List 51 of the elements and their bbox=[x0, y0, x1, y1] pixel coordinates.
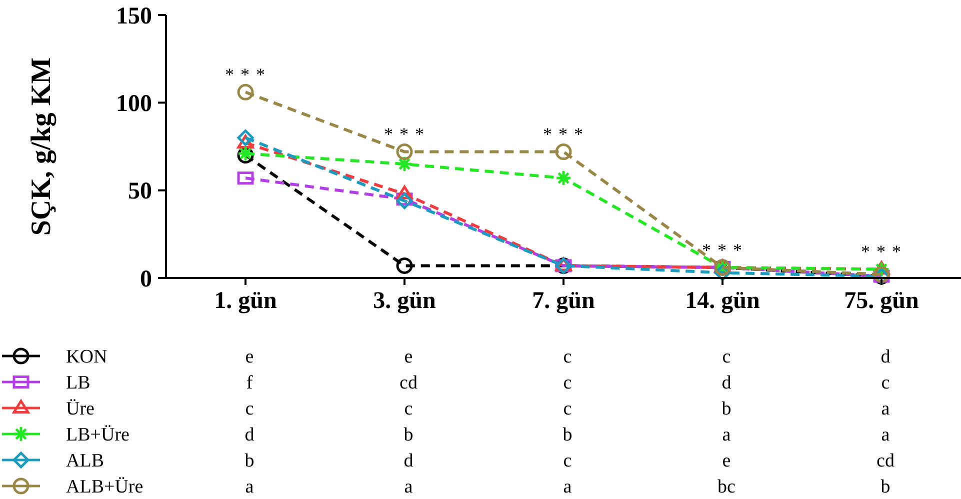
y-tick-label: 150 bbox=[116, 3, 152, 30]
text: cd bbox=[400, 372, 418, 394]
y-tick-label: 100 bbox=[116, 91, 152, 118]
y-axis-title: SÇK, g/kg KM bbox=[26, 57, 57, 236]
annotation: * * * bbox=[384, 124, 425, 144]
text: c bbox=[563, 450, 572, 472]
y-tick-label: 50 bbox=[128, 178, 152, 205]
text: e bbox=[245, 346, 254, 368]
text: a bbox=[563, 476, 572, 498]
text: a bbox=[881, 424, 890, 446]
x-tick-label: 3. gün bbox=[373, 288, 436, 314]
x-tick-label: 14. gün bbox=[685, 288, 760, 314]
text: c bbox=[404, 398, 413, 420]
annotation: * * * bbox=[861, 242, 902, 262]
text: c bbox=[563, 398, 572, 420]
text: e bbox=[722, 450, 731, 472]
text: bc bbox=[718, 476, 736, 498]
text: a bbox=[404, 476, 414, 498]
legend-label: LB+Üre bbox=[66, 424, 130, 446]
x-tick-label: 7. gün bbox=[532, 288, 595, 314]
legend-label: ALB bbox=[66, 450, 104, 472]
text: c bbox=[563, 346, 572, 368]
annotation: * * * bbox=[702, 240, 743, 260]
text: d bbox=[404, 450, 414, 472]
text: cd bbox=[876, 450, 895, 472]
legend-label: LB bbox=[66, 372, 90, 394]
annotation: * * * bbox=[225, 64, 266, 84]
text: c bbox=[722, 346, 731, 368]
text: c bbox=[245, 398, 254, 420]
legend-label: Üre bbox=[66, 398, 94, 420]
text: c bbox=[881, 372, 890, 394]
legend-label: KON bbox=[66, 346, 108, 368]
text: b bbox=[880, 476, 890, 498]
text: a bbox=[881, 398, 890, 420]
y-tick-label: 0 bbox=[140, 266, 152, 292]
text: d bbox=[244, 424, 255, 446]
text: b bbox=[244, 450, 254, 472]
annotation: * * * bbox=[543, 124, 584, 144]
x-tick-label: 75. gün bbox=[844, 288, 919, 314]
text: e bbox=[404, 346, 413, 368]
text: a bbox=[722, 424, 732, 446]
text: b bbox=[722, 398, 732, 420]
text: f bbox=[246, 372, 254, 394]
text: a bbox=[245, 476, 254, 498]
text: d bbox=[880, 346, 891, 368]
x-tick-label: 1. gün bbox=[214, 288, 277, 314]
text: c bbox=[563, 372, 572, 394]
legend-label: ALB+Üre bbox=[66, 476, 144, 498]
text: d bbox=[722, 372, 732, 394]
text: b bbox=[404, 424, 414, 446]
text: b bbox=[562, 424, 572, 446]
